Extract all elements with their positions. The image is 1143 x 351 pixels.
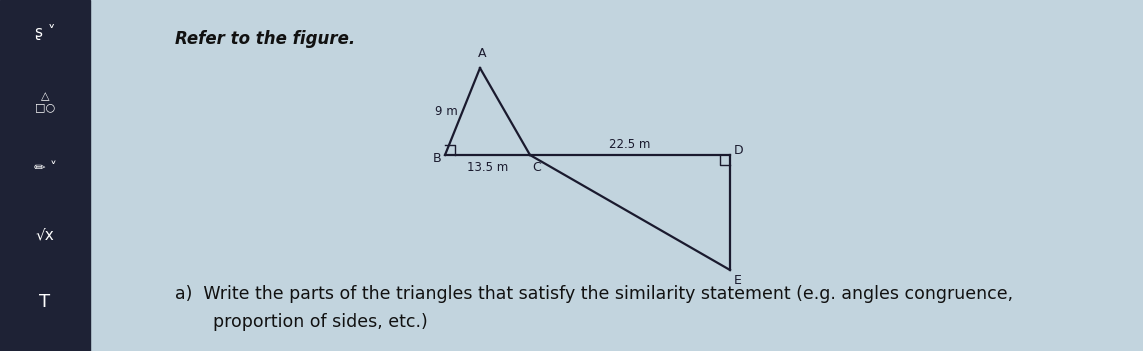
Text: E: E bbox=[734, 274, 742, 287]
Text: ✏ ˅: ✏ ˅ bbox=[33, 161, 56, 176]
Text: Refer to the figure.: Refer to the figure. bbox=[175, 30, 355, 48]
Text: D: D bbox=[734, 145, 744, 158]
Text: △
□○: △ □○ bbox=[35, 91, 55, 113]
Text: √x: √x bbox=[35, 228, 55, 243]
Text: ʂ ˅: ʂ ˅ bbox=[34, 24, 55, 40]
Text: T: T bbox=[40, 293, 50, 311]
Text: B: B bbox=[432, 152, 441, 166]
Text: C: C bbox=[533, 161, 541, 174]
Bar bbox=[0, 0, 90, 351]
Text: 13.5 m: 13.5 m bbox=[466, 161, 509, 174]
Text: A: A bbox=[478, 47, 486, 60]
Text: 22.5 m: 22.5 m bbox=[609, 138, 650, 151]
Text: 9 m: 9 m bbox=[435, 105, 457, 118]
Text: a)  Write the parts of the triangles that satisfy the similarity statement (e.g.: a) Write the parts of the triangles that… bbox=[175, 285, 1013, 303]
Text: proportion of sides, etc.): proportion of sides, etc.) bbox=[213, 313, 427, 331]
